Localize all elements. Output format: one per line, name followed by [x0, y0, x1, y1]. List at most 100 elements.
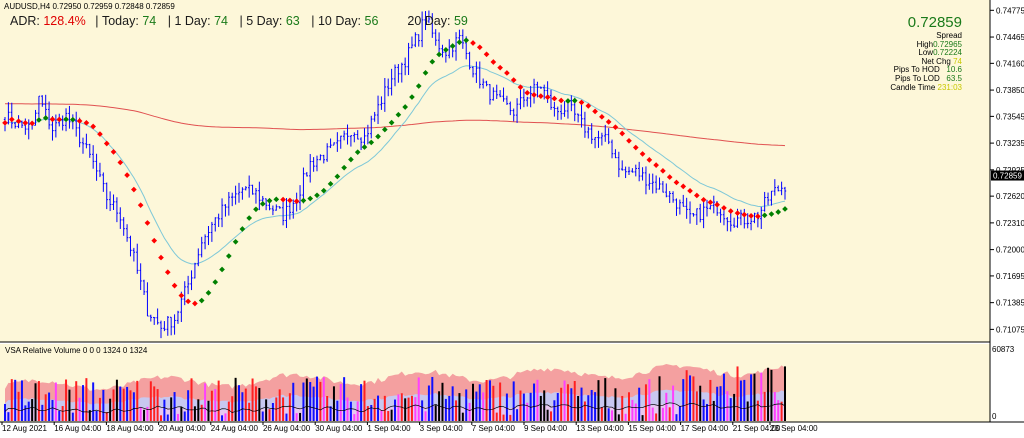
volume-average-line — [4, 402, 786, 414]
ma-dot — [537, 93, 544, 99]
ma-dot — [259, 200, 266, 207]
ma-dot — [103, 140, 110, 147]
separator: | — [239, 14, 243, 28]
x-tick-label: 18 Aug 04:00 — [106, 424, 154, 433]
y-tick-label: 0.71385 — [996, 299, 1024, 308]
x-tick-label: 30 Aug 04:00 — [315, 424, 363, 433]
day1-label: 1 Day: — [174, 14, 211, 28]
ma-dot — [212, 279, 219, 285]
ma-dot — [402, 104, 409, 110]
ma-dot — [395, 111, 402, 118]
day5-value: 63 — [285, 14, 300, 28]
day10-value: 56 — [364, 14, 379, 28]
ma-dot — [517, 84, 524, 91]
ma-dot — [782, 206, 788, 212]
ma-dot — [354, 149, 361, 155]
x-tick-label: 24 Aug 04:00 — [211, 424, 259, 433]
ma-dot — [178, 292, 185, 299]
ma-dot — [15, 118, 22, 125]
netchg-value: 74 — [953, 56, 962, 66]
ma-dot — [327, 181, 334, 187]
ma-dot — [612, 124, 619, 131]
ma-dot — [192, 300, 198, 307]
ma-dot — [273, 196, 280, 203]
ma-dot — [144, 220, 151, 226]
x-tick-label: 16 Aug 04:00 — [54, 424, 102, 433]
time-axis: 12 Aug 2021 16 Aug 04:00 18 Aug 04:00 20 Au… — [1, 422, 818, 433]
y-tick-label: 0.74465 — [996, 33, 1024, 42]
ct-row: Candle Time 231:03 — [890, 83, 962, 93]
ma-dot — [639, 151, 646, 157]
ma-dot — [164, 269, 171, 276]
ma-dot — [300, 197, 307, 204]
low-row: Low0.72224 — [890, 48, 962, 58]
ma-dot — [565, 98, 571, 104]
ma-dot — [497, 64, 503, 71]
ma-dot — [646, 157, 653, 163]
ma-dot — [504, 70, 510, 76]
fast-moving-average — [2, 37, 788, 307]
high-row: High0.72965 — [890, 39, 962, 50]
day20-label: 20 Day: — [407, 14, 451, 28]
ma-dot — [83, 120, 90, 126]
ma-dot — [76, 118, 83, 124]
y-tick-label: 0.73235 — [996, 139, 1024, 148]
day10-label: 10 Day: — [317, 14, 362, 28]
x-tick-label: 23 Sep 04:00 — [770, 424, 818, 433]
x-tick-label: 20 Aug 04:00 — [159, 424, 207, 433]
spread-label: Spread — [936, 31, 962, 40]
hod-label: Pips To HOD — [893, 65, 940, 75]
ma-dot — [341, 164, 347, 171]
ma-dot — [307, 195, 314, 202]
y-tick-label: 0.74160 — [996, 59, 1024, 68]
ma-dot — [741, 211, 748, 218]
x-tick-label: 3 Sep 04:00 — [420, 424, 464, 433]
y-tick-label: 0.74775 — [996, 6, 1024, 15]
separator: | — [95, 14, 99, 28]
ma-dot — [619, 130, 626, 137]
ma-dot — [110, 149, 117, 155]
high-value: 0.72965 — [933, 39, 962, 49]
volume-max-label: 60873 — [992, 345, 1015, 354]
adr-panel: ADR: 128.4% | Today: 74 | 1 Day: 74 | 5 … — [10, 14, 468, 28]
ma-dot — [551, 95, 558, 102]
y-tick-label: 0.72000 — [996, 246, 1024, 255]
main-plot-area — [0, 0, 990, 342]
ma-dot — [253, 206, 259, 213]
x-tick-label: 21 Sep 04:00 — [733, 424, 781, 433]
ma-dot — [605, 119, 612, 125]
ma-dot — [409, 94, 415, 100]
ma-dot — [205, 289, 212, 296]
ma-dot — [287, 197, 293, 204]
ma-dot — [239, 226, 246, 232]
ma-dot — [693, 192, 700, 199]
adr-label: ADR: — [10, 14, 40, 28]
ma-dot — [558, 97, 565, 104]
ma-dot — [687, 187, 693, 194]
ma-dot — [246, 215, 253, 221]
volume-bars — [4, 366, 786, 421]
y-tick-label: 0.72620 — [996, 192, 1024, 201]
adr-value: 128.4% — [43, 14, 86, 28]
y-tick-label: 0.72925 — [996, 166, 1024, 175]
y-tick-label: 0.73850 — [996, 86, 1024, 95]
ma-dot — [266, 197, 273, 204]
ma-dot — [117, 159, 124, 166]
ma-dot — [700, 196, 707, 203]
slow-moving-average — [4, 103, 786, 147]
x-tick-label: 1 Sep 04:00 — [367, 424, 411, 433]
ma-dot — [69, 116, 76, 123]
ma-dot — [673, 179, 680, 186]
ma-dot — [415, 83, 422, 89]
ma-dot — [90, 123, 97, 130]
ma-dot — [585, 103, 592, 109]
symbol-header: AUDUSD,H4 0.72950 0.72959 0.72848 0.7285… — [4, 2, 175, 11]
mid-ma-line — [4, 65, 786, 265]
ma-dot — [734, 210, 741, 216]
ma-dot — [22, 120, 29, 126]
ma-dot — [375, 133, 381, 140]
day5-label: 5 Day: — [246, 14, 283, 28]
ma-dot — [578, 99, 585, 106]
